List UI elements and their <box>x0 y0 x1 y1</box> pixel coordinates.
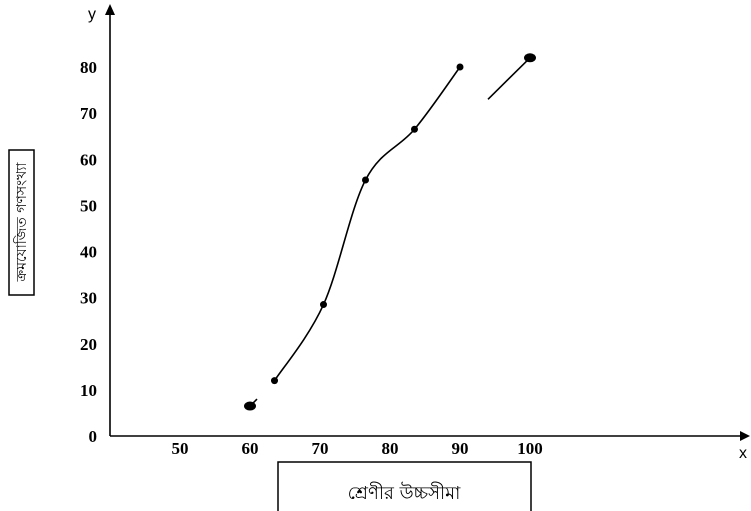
y-axis-arrowhead <box>105 4 115 15</box>
x-axis-title: শ্রেণীর উচ্চসীমা <box>348 482 462 504</box>
x-tick-label: 90 <box>452 439 469 458</box>
x-axis-arrowhead <box>740 431 750 441</box>
x-tick-label: 50 <box>172 439 189 458</box>
data-point <box>362 176 369 184</box>
y-axis-title-box: ক্রমযোজিত গণসংখ্যা <box>8 149 35 296</box>
x-axis-title-box: শ্রেণীর উচ্চসীমা <box>277 461 532 511</box>
x-axis-title-frame <box>277 461 532 511</box>
y-axis-letter: y <box>88 6 96 23</box>
x-tick-labels: 50 60 70 80 90 100 <box>172 439 543 458</box>
data-point <box>456 63 464 71</box>
y-tick-labels: 0 10 20 30 40 50 60 70 80 <box>80 58 97 446</box>
y-axis-title-frame <box>8 149 35 296</box>
x-axis-letter: x <box>739 445 747 462</box>
y-axis-title: ক্রমযোজিত গণসংখ্যা <box>13 162 30 283</box>
y-tick-label: 60 <box>80 150 97 169</box>
data-point <box>320 301 327 309</box>
ogive-segment <box>487 57 531 100</box>
y-tick-label: 40 <box>80 243 97 262</box>
y-tick-label: 30 <box>80 289 97 308</box>
axes: y x <box>88 4 750 462</box>
x-tick-label: 70 <box>312 439 329 458</box>
y-tick-label: 80 <box>80 58 97 77</box>
ogive-segment <box>273 66 461 382</box>
y-tick-label: 70 <box>80 104 97 123</box>
data-points <box>244 53 536 411</box>
y-tick-label: 0 <box>89 427 98 446</box>
ogive-curve <box>249 57 531 407</box>
y-tick-label: 50 <box>80 196 97 215</box>
y-tick-label: 20 <box>80 335 97 354</box>
data-point <box>271 377 278 385</box>
data-point <box>411 125 418 133</box>
y-tick-label: 10 <box>80 381 97 400</box>
data-point <box>524 53 536 63</box>
data-point <box>244 401 256 411</box>
x-tick-label: 100 <box>517 439 543 458</box>
x-tick-label: 60 <box>242 439 259 458</box>
x-tick-label: 80 <box>382 439 399 458</box>
